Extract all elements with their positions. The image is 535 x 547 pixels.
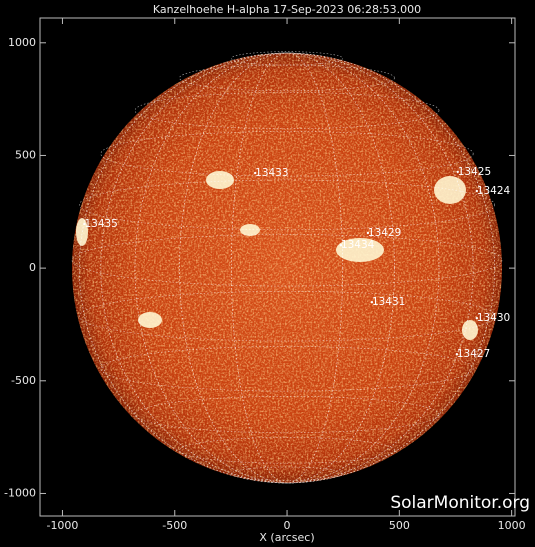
latitude-line xyxy=(231,51,343,66)
chart-title: Kanzelhoehe H-alpha 17-Sep-2023 06:28:53… xyxy=(153,3,421,16)
latitude-line xyxy=(71,234,503,287)
region-label: 13427 xyxy=(457,348,490,360)
latitude-line xyxy=(134,91,440,130)
region-label: 13429 xyxy=(368,227,401,239)
region-label: 13433 xyxy=(255,167,288,179)
x-tick-label: 1000 xyxy=(498,519,526,532)
latitude-line xyxy=(231,466,343,481)
y-tick-label: -1000 xyxy=(4,486,36,499)
latitude-line xyxy=(100,346,474,392)
region-label: 13425 xyxy=(458,166,491,178)
x-tick-label: 500 xyxy=(389,519,410,532)
y-tick-label: -500 xyxy=(11,374,36,387)
latitude-line xyxy=(79,290,495,342)
region-marker xyxy=(253,171,257,175)
solar-disk xyxy=(71,51,503,484)
region-marker xyxy=(475,189,479,193)
region-label: 13430 xyxy=(477,312,510,324)
y-tick-label: 1000 xyxy=(8,36,36,49)
region-marker xyxy=(475,316,479,320)
x-axis-label: X (arcsec) xyxy=(259,531,314,544)
latitude-line xyxy=(134,396,440,434)
region-label: 13424 xyxy=(477,185,511,197)
region-label: 13435 xyxy=(84,218,117,230)
y-tick-label: 0 xyxy=(29,261,36,274)
region-marker xyxy=(370,300,374,304)
latitude-line xyxy=(179,437,395,464)
region-marker xyxy=(456,170,459,174)
region-marker xyxy=(366,231,370,235)
longitude-line xyxy=(134,52,440,484)
longitude-line xyxy=(100,52,474,484)
x-tick-label: 0 xyxy=(284,519,291,532)
longitude-line xyxy=(79,52,495,484)
latitude-line xyxy=(79,179,495,231)
latitude-line xyxy=(100,131,474,177)
region-marker xyxy=(339,243,343,247)
region-marker xyxy=(455,353,459,356)
x-tick-label: -1000 xyxy=(46,519,78,532)
region-label: 13431 xyxy=(372,296,405,308)
x-tick-label: -500 xyxy=(162,519,187,532)
y-tick-label: 500 xyxy=(15,148,36,161)
region-marker xyxy=(83,222,86,226)
region-label: 13434 xyxy=(341,239,375,251)
watermark: SolarMonitor.org xyxy=(390,493,530,513)
plot-frame xyxy=(39,17,516,517)
